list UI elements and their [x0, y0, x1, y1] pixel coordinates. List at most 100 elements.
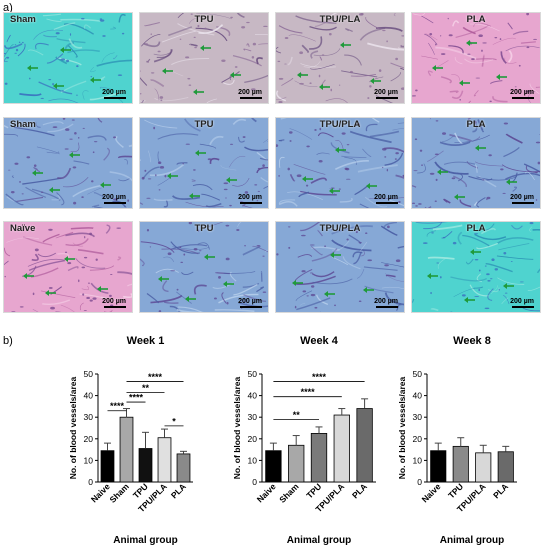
tile-title: PLA [466, 223, 486, 234]
x-tick-label: Naive [255, 481, 278, 504]
scale-bar-label: 200 µm [238, 89, 262, 96]
tile-title: PLA [466, 119, 486, 130]
y-tick-label: 50 [248, 369, 258, 379]
tile-title: TPU [194, 223, 214, 234]
green-arrow-icon [230, 72, 242, 78]
scale-bar [512, 306, 534, 308]
green-arrow-icon [185, 296, 197, 302]
micrograph-tile: TPU/PLA 200 µm [275, 117, 405, 209]
micrograph-tile: PLA 200 µm [411, 117, 541, 209]
chart-title: Week 1 [127, 335, 165, 347]
micrograph-tile: PLA 200 µm [411, 12, 541, 104]
green-arrow-icon [454, 194, 466, 200]
tissue-texture [4, 13, 132, 103]
green-arrow-icon [27, 65, 39, 71]
scale-bar [104, 202, 126, 204]
tile-title: TPU [194, 119, 214, 130]
green-arrow-icon [23, 273, 35, 279]
y-tick-label: 10 [84, 455, 94, 465]
tile-title: PLA [466, 14, 486, 25]
y-tick-label: 10 [413, 455, 423, 465]
green-arrow-icon [64, 256, 76, 262]
x-tick-label: Sham [277, 481, 301, 505]
green-arrow-icon [335, 147, 347, 153]
tissue-texture [412, 118, 540, 208]
bar [176, 453, 191, 483]
green-arrow-icon [503, 283, 515, 289]
scale-bar [512, 202, 534, 204]
scale-bar [240, 202, 262, 204]
micrograph-tile: TPU/PLA 200 µm [275, 12, 405, 104]
x-tick-label: PLA [491, 481, 510, 500]
tissue-texture [412, 13, 540, 103]
green-arrow-icon [49, 187, 61, 193]
green-arrow-icon [193, 89, 205, 95]
x-tick-label: PLA [350, 481, 369, 500]
scale-bar [104, 97, 126, 99]
green-arrow-icon [204, 254, 216, 260]
y-axis-label: No. of blood vessels/area [397, 376, 407, 479]
bar [475, 452, 492, 483]
bar [310, 433, 328, 483]
y-axis-label: No. of blood vessels/area [232, 376, 242, 479]
scale-bar-label: 200 µm [374, 298, 398, 305]
green-arrow-icon [370, 78, 382, 84]
bar [138, 448, 153, 483]
y-tick-label: 10 [248, 455, 258, 465]
green-arrow-icon [340, 42, 352, 48]
green-arrow-icon [195, 150, 207, 156]
x-tick-label: TPU [304, 481, 323, 500]
y-tick-label: 20 [413, 434, 423, 444]
green-arrow-icon [427, 273, 439, 279]
x-tick-label: PLA [169, 481, 188, 500]
scale-bar-label: 200 µm [510, 89, 534, 96]
green-arrow-icon [223, 281, 235, 287]
green-arrow-icon [506, 179, 518, 185]
micrograph-tile: Sham 200 µm [3, 117, 133, 209]
green-arrow-icon [167, 173, 179, 179]
scale-bar [376, 97, 398, 99]
scale-bar-label: 200 µm [510, 298, 534, 305]
significance-label: ** [142, 383, 150, 393]
scale-bar-label: 200 µm [374, 89, 398, 96]
green-arrow-icon [437, 169, 449, 175]
chart-week-8: Week 8 No. of blood vessels/area 0 10 20 30 40… [389, 332, 537, 550]
tile-title: TPU/PLA [319, 119, 361, 130]
green-arrow-icon [432, 65, 444, 71]
scale-bar [376, 306, 398, 308]
tile-title: TPU/PLA [319, 223, 361, 234]
tissue-texture [140, 222, 268, 312]
scale-bar-label: 200 µm [102, 194, 126, 201]
tile-title: Sham [10, 119, 36, 130]
tissue-texture [276, 222, 404, 312]
green-arrow-icon [464, 297, 476, 303]
bar [288, 444, 305, 483]
micrograph-tile: TPU/PLA 200 µm [275, 221, 405, 313]
bar [430, 450, 447, 483]
y-tick-label: 20 [248, 434, 258, 444]
x-tick-label: Sham [107, 481, 131, 505]
green-arrow-icon [470, 249, 482, 255]
tissue-texture [140, 118, 268, 208]
y-tick-label: 0 [417, 477, 422, 487]
green-arrow-icon [90, 77, 102, 83]
y-axis-label: No. of blood vessels/area [68, 376, 78, 479]
x-axis-label: Animal group [287, 535, 351, 546]
tissue-texture [140, 13, 268, 103]
green-arrow-icon [100, 182, 112, 188]
chart-title: Week 4 [300, 335, 339, 347]
scale-bar [376, 202, 398, 204]
y-tick-label: 50 [413, 369, 423, 379]
green-arrow-icon [366, 183, 378, 189]
y-tick-label: 40 [248, 391, 258, 401]
tissue-texture [276, 118, 404, 208]
tissue-texture [412, 222, 540, 312]
micrograph-tile: TPU 200 µm [139, 221, 269, 313]
scale-bar [104, 306, 126, 308]
y-tick-label: 30 [248, 412, 258, 422]
chart-week-4: Week 4 No. of blood vessels/area 0 10 20 30 40… [224, 332, 380, 550]
green-arrow-icon [496, 74, 508, 80]
green-arrow-icon [324, 291, 336, 297]
micrograph-tile: TPU 200 µm [139, 12, 269, 104]
x-tick-label: TPU [446, 481, 465, 500]
